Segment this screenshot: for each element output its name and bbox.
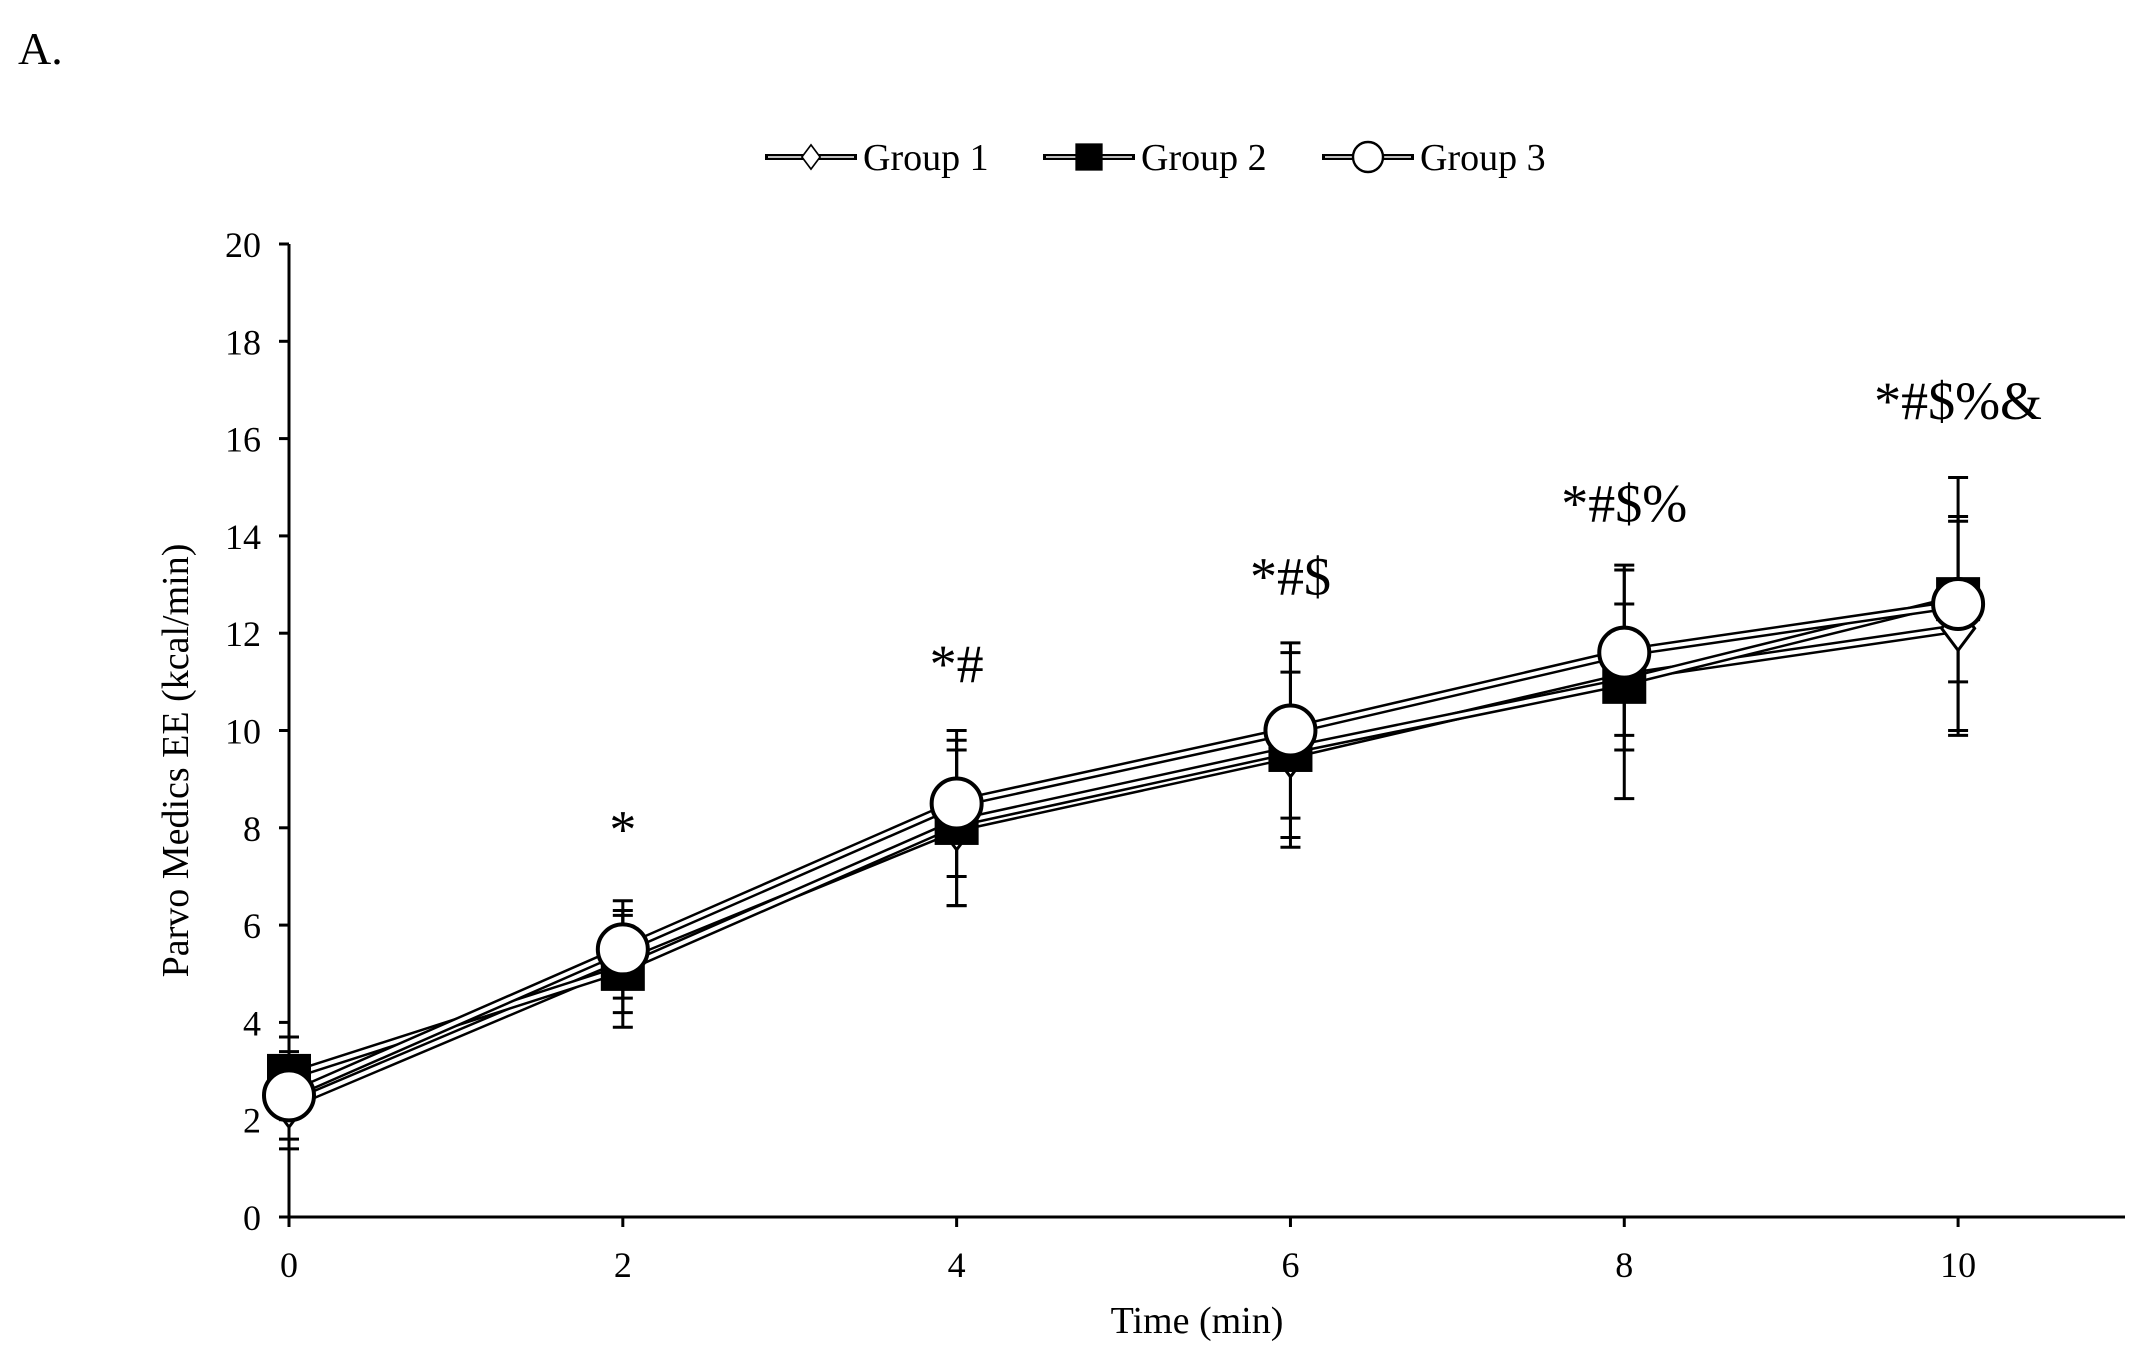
x-tick-label: 6 <box>1281 1245 1299 1285</box>
series-line-outline <box>287 599 1959 1100</box>
y-tick-label: 14 <box>225 517 261 557</box>
data-point <box>1263 703 1318 758</box>
data-point <box>1931 577 1986 632</box>
panel-label: A. <box>18 23 63 74</box>
y-tick-label: 4 <box>243 1003 261 1043</box>
series-line <box>288 602 1959 1098</box>
legend-item: Group 2 <box>1043 137 1267 179</box>
y-tick-label: 18 <box>225 322 261 362</box>
y-tick-label: 6 <box>243 906 261 946</box>
legend-label: Group 1 <box>863 137 989 179</box>
y-tick-label: 12 <box>225 614 261 654</box>
data-point <box>595 922 650 977</box>
legend-label: Group 2 <box>1141 137 1267 179</box>
significance-label: *#$ <box>1250 546 1331 606</box>
y-tick-label: 8 <box>243 809 261 849</box>
y-tick-label: 2 <box>243 1101 261 1141</box>
series-line-outline <box>287 623 1959 1110</box>
series-line <box>288 597 1959 1078</box>
x-tick-label: 8 <box>1615 1245 1633 1285</box>
y-tick-label: 10 <box>225 712 261 752</box>
legend-item: Group 3 <box>1322 137 1546 179</box>
significance-label: * <box>609 799 636 859</box>
significance-annotations: * *# *#$ *#$% *#$%& <box>609 371 2042 859</box>
y-tick-label: 16 <box>225 420 261 460</box>
series-line-outline <box>287 594 1960 1081</box>
data-point <box>929 776 984 831</box>
x-tick-label: 4 <box>948 1245 966 1285</box>
series-line <box>288 626 1959 1107</box>
significance-label: *#$%& <box>1874 371 2042 431</box>
data-point <box>262 1068 316 1123</box>
legend: Group 1 Group 2 Group 3 <box>765 137 1546 179</box>
data-point <box>1597 625 1652 680</box>
series-lines <box>287 594 1960 1110</box>
x-tick-label: 10 <box>1940 1245 1976 1285</box>
legend-item: Group 1 <box>765 137 989 179</box>
series-markers <box>262 577 1986 1130</box>
y-tick-label: 0 <box>243 1198 261 1238</box>
x-axis-title: Time (min) <box>1111 1300 1284 1342</box>
legend-marker <box>1075 143 1103 171</box>
y-axis-title: Parvo Medics EE (kcal/min) <box>155 544 197 978</box>
x-tick-label: 2 <box>614 1245 632 1285</box>
legend-marker <box>1351 140 1385 174</box>
significance-label: *#$% <box>1561 473 1687 533</box>
significance-label: *# <box>930 634 984 694</box>
x-tick-label: 0 <box>280 1245 298 1285</box>
y-tick-label: 20 <box>225 225 261 265</box>
error-bars <box>279 476 1969 1151</box>
legend-label: Group 3 <box>1420 137 1546 179</box>
legend-marker <box>800 143 822 171</box>
